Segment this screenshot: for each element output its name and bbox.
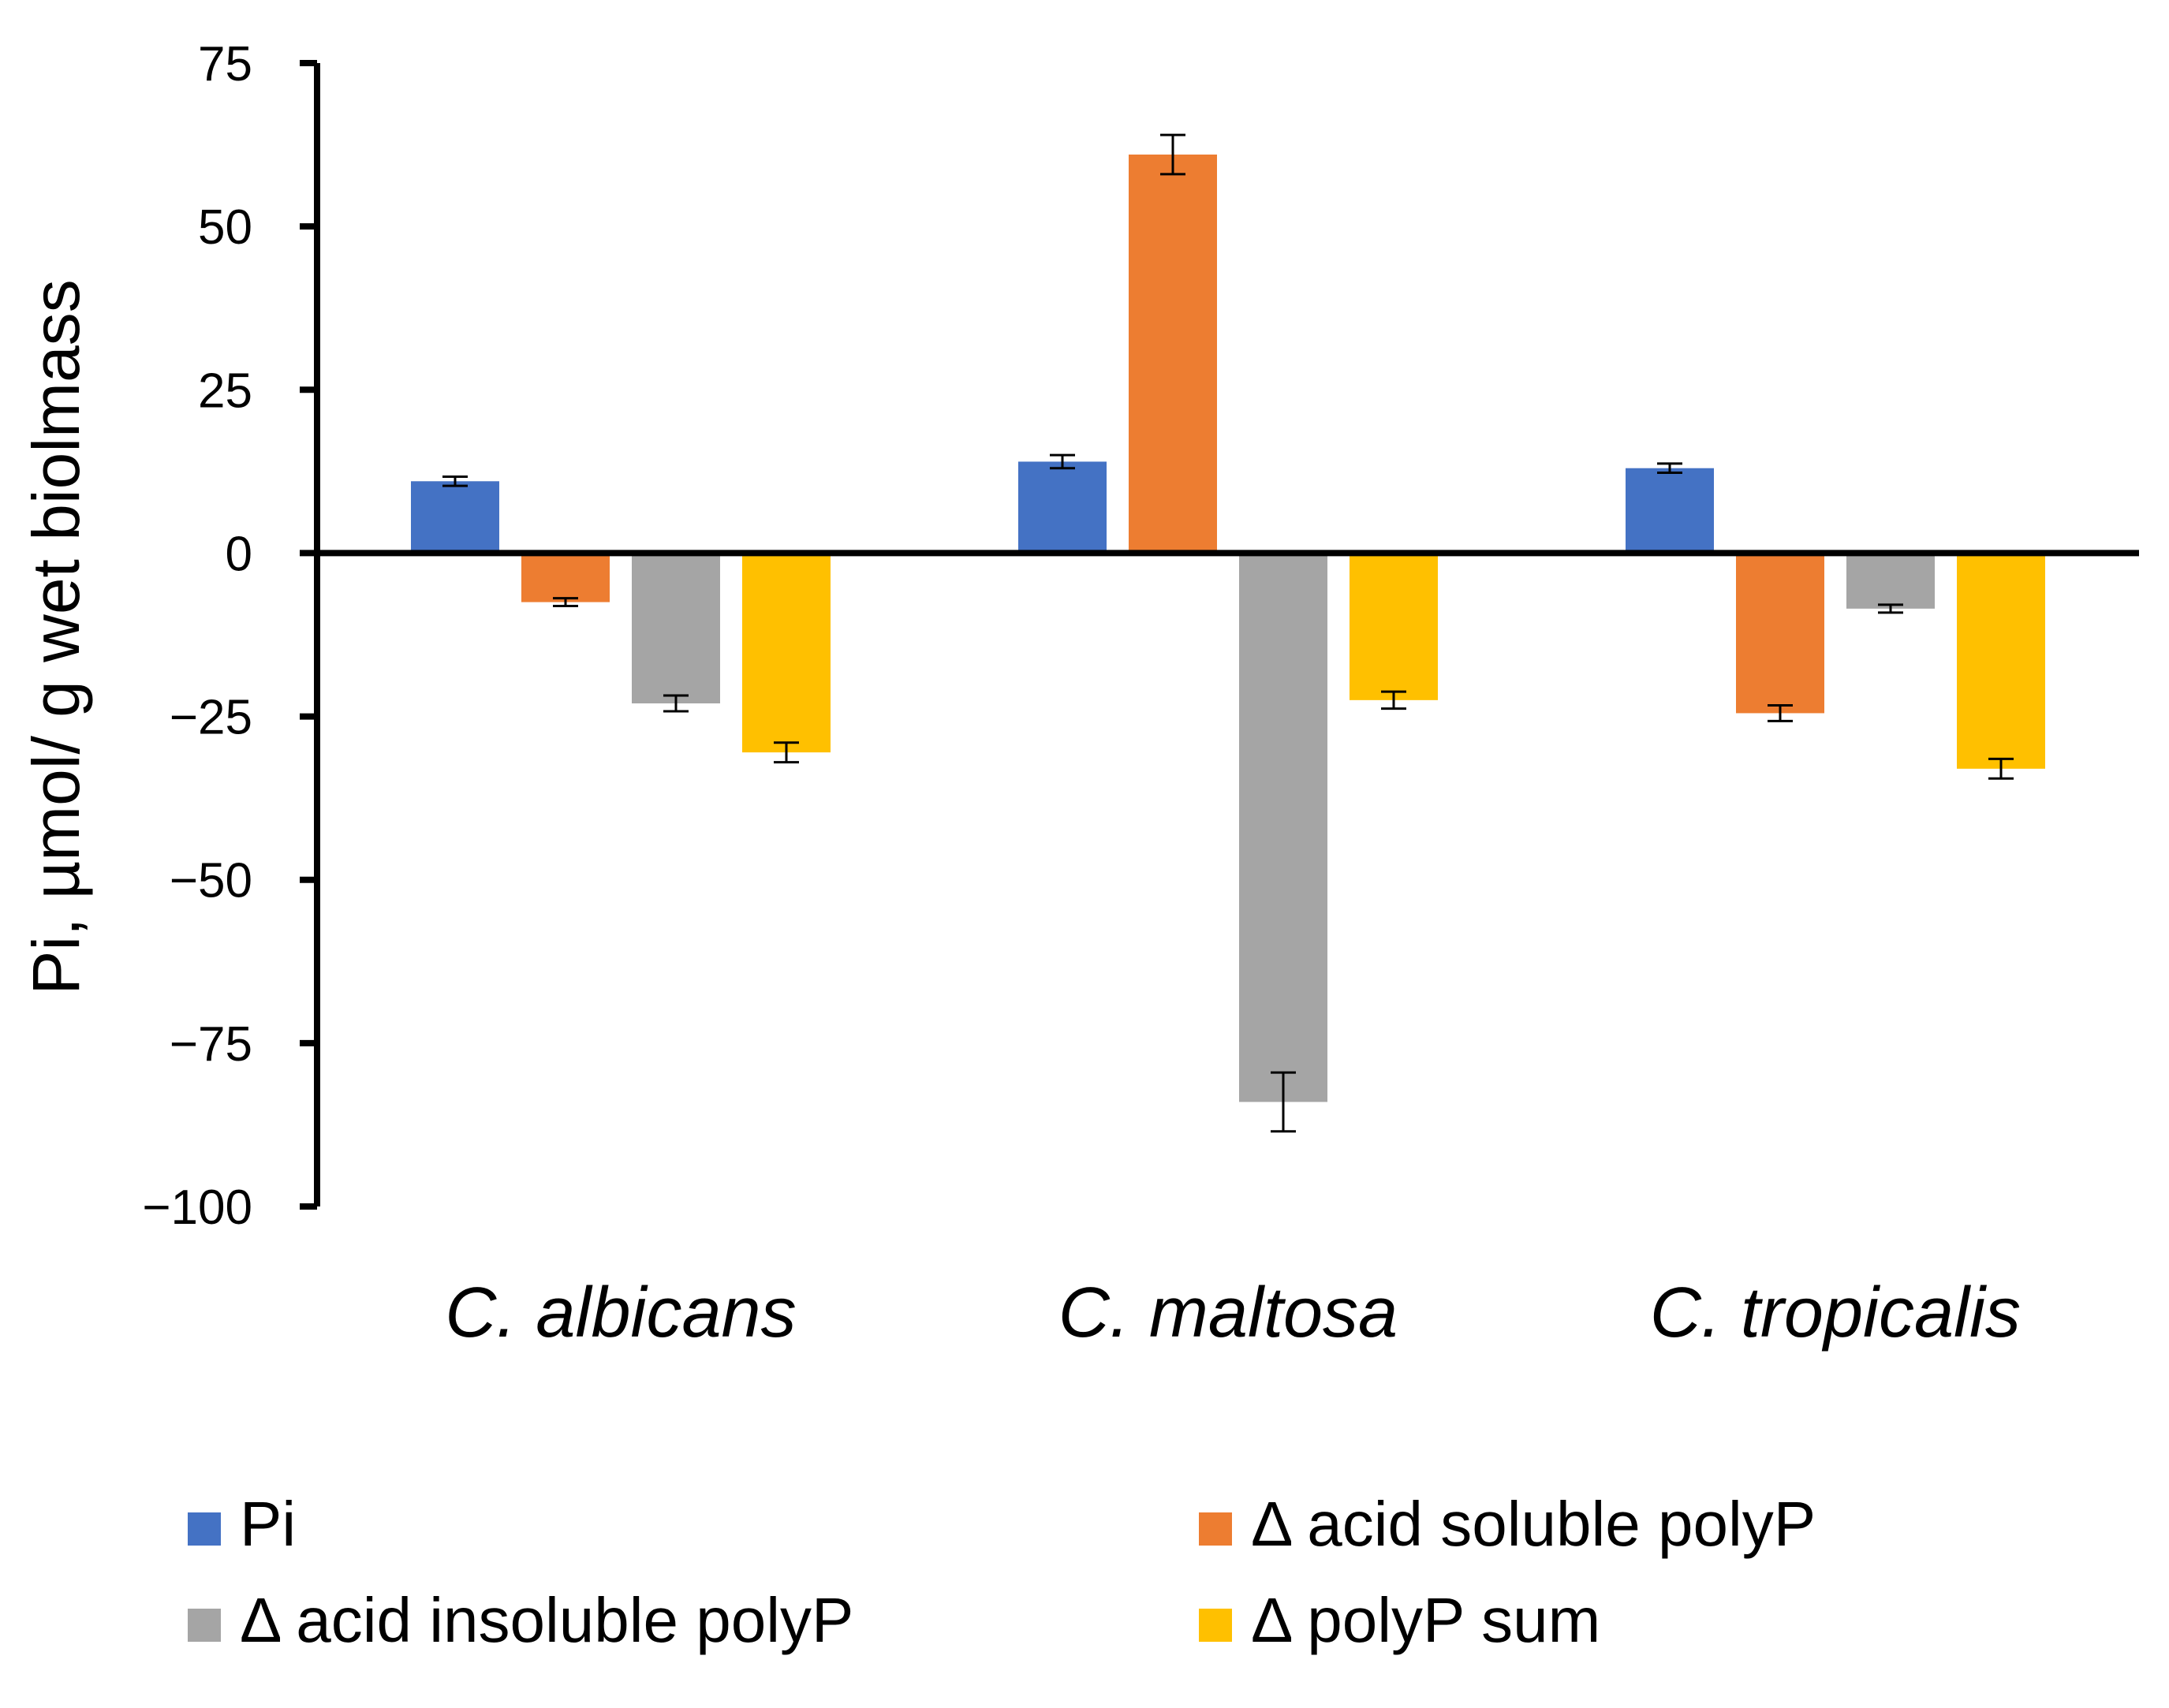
bar <box>1846 553 1935 609</box>
legend-swatch <box>188 1609 221 1642</box>
category-label: C. maltosa <box>1058 1274 1398 1352</box>
bars-layer <box>411 155 2045 1102</box>
y-axis-title: Pi, µmol/ g wet biolmass <box>19 279 93 994</box>
y-tick-label: 0 <box>226 527 252 581</box>
legend-swatch <box>1199 1609 1232 1642</box>
axes-layer <box>300 60 2139 1210</box>
bar <box>1239 553 1327 1102</box>
bar <box>411 481 499 554</box>
bar <box>1736 553 1824 714</box>
y-tick-label: 75 <box>198 37 252 91</box>
y-tick-label: −75 <box>170 1017 252 1072</box>
bar <box>1626 468 1714 554</box>
legend-label: Δ acid soluble polyP <box>1251 1489 1816 1559</box>
bar <box>1957 553 2045 769</box>
y-tick-label: 50 <box>198 200 252 255</box>
labels-layer: C. albicans C. maltosa C. tropicalis 75 50 25… <box>19 37 2021 1352</box>
y-tick-label: −100 <box>142 1180 252 1235</box>
bar <box>521 553 610 602</box>
legend-swatch <box>188 1512 221 1546</box>
legend-label: Δ acid insoluble polyP <box>240 1585 853 1655</box>
bar <box>1350 553 1438 700</box>
legend-swatch <box>1199 1512 1232 1546</box>
y-tick-label: −50 <box>170 854 252 908</box>
category-label: C. albicans <box>445 1274 796 1352</box>
bar <box>632 553 720 703</box>
legend: Pi Δ acid soluble polyP Δ acid insoluble p… <box>188 1489 1816 1655</box>
category-label: C. tropicalis <box>1650 1274 2021 1352</box>
error-bars-layer <box>442 133 2014 1133</box>
legend-label: Pi <box>240 1489 296 1559</box>
y-tick-label: 25 <box>198 364 252 418</box>
bar <box>1018 461 1107 554</box>
bar <box>742 553 831 753</box>
bar <box>1129 155 1217 554</box>
legend-label: Δ polyP sum <box>1251 1585 1600 1655</box>
y-tick-label: −25 <box>170 691 252 745</box>
